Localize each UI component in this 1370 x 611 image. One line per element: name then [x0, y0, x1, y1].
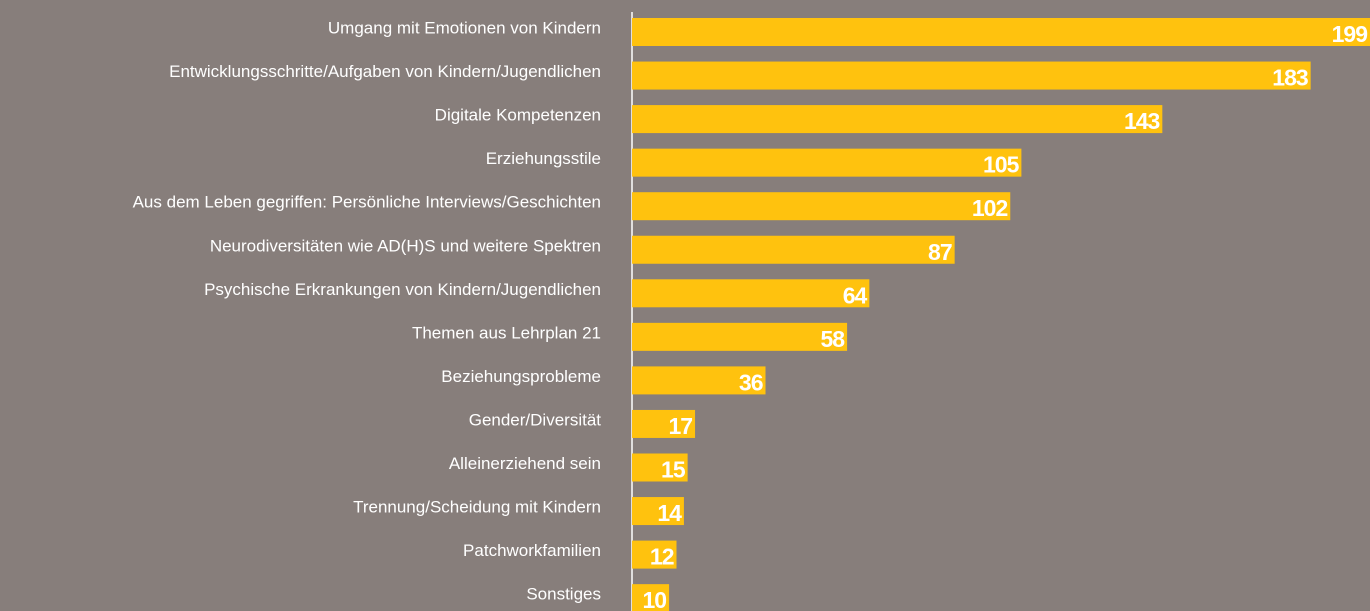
value-label: 10	[642, 587, 666, 611]
value-label: 199	[1332, 21, 1368, 47]
value-label: 36	[739, 369, 763, 395]
bar	[632, 540, 677, 569]
bar	[632, 322, 848, 351]
value-label: 15	[661, 457, 686, 483]
category-label: Trennung/Scheidung mit Kindern	[353, 498, 601, 517]
category-label: Psychische Erkrankungen von Kindern/Juge…	[204, 280, 601, 299]
category-label: Aus dem Leben gegriffen: Persönliche Int…	[133, 193, 601, 212]
category-label: Erziehungsstile	[486, 149, 601, 168]
category-label: Beziehungsprobleme	[441, 367, 601, 386]
category-label: Alleinerziehend sein	[449, 454, 601, 473]
category-label: Entwicklungsschritte/Aufgaben von Kinder…	[169, 62, 601, 81]
category-label: Gender/Diversität	[469, 410, 602, 429]
category-label: Neurodiversitäten wie AD(H)S und weitere…	[210, 236, 601, 255]
value-label: 105	[983, 152, 1020, 178]
value-label: 64	[843, 282, 868, 308]
category-label: Themen aus Lehrplan 21	[412, 323, 601, 342]
bar	[632, 409, 696, 438]
value-label: 17	[668, 413, 692, 439]
category-label: Umgang mit Emotionen von Kindern	[328, 19, 601, 38]
bar	[632, 497, 684, 526]
value-label: 87	[928, 239, 952, 265]
value-label: 58	[821, 326, 846, 352]
bar	[632, 584, 670, 611]
category-label: Patchworkfamilien	[463, 541, 601, 560]
bar	[632, 279, 870, 308]
value-label: 12	[650, 544, 674, 570]
bar	[632, 192, 1011, 221]
category-label: Sonstiges	[526, 585, 601, 604]
bar	[632, 61, 1311, 90]
value-label: 143	[1124, 108, 1160, 134]
value-label: 102	[972, 195, 1008, 221]
bar	[632, 105, 1163, 134]
value-label: 183	[1272, 65, 1308, 91]
bar	[632, 18, 1370, 46]
bar	[632, 366, 766, 395]
bar	[632, 453, 688, 482]
value-label: 14	[657, 500, 682, 526]
bar	[632, 235, 955, 264]
bar	[632, 148, 1022, 177]
category-label: Digitale Kompetenzen	[435, 106, 601, 125]
